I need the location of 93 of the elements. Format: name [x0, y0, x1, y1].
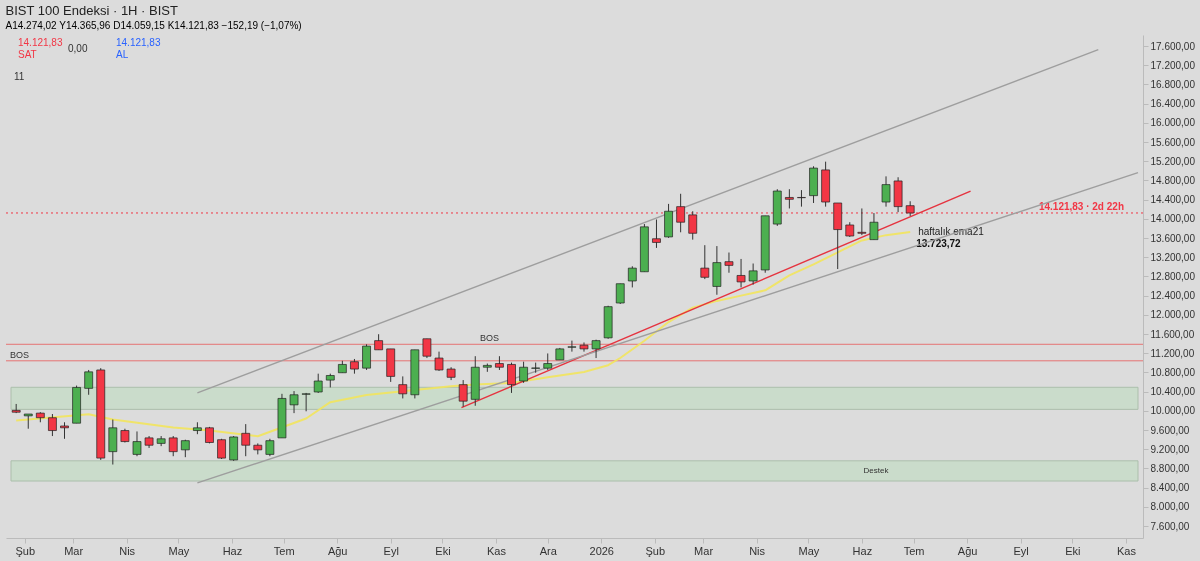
y-tick-label: 10.400,00 [1150, 386, 1196, 398]
x-tick-label: Ara [539, 544, 558, 557]
y-tick-label: 15.200,00 [1150, 155, 1196, 167]
y-tick-label: 16.000,00 [1150, 117, 1196, 129]
candlestick [736, 258, 746, 288]
x-tick-label: Nis [749, 544, 766, 557]
candlestick [579, 341, 589, 353]
chart-title: BIST 100 Endeksi · 1H · BIST [5, 3, 178, 18]
y-tick-label: 9.200,00 [1150, 443, 1190, 455]
candlestick [313, 373, 323, 394]
candlestick [700, 244, 710, 280]
candlestick [748, 263, 758, 286]
y-tick-label: 9.600,00 [1150, 424, 1190, 436]
annotation: 0,00 [68, 43, 88, 54]
x-tick-label: Ağu [957, 544, 978, 557]
candlestick [48, 413, 57, 437]
y-tick-label: 15.600,00 [1150, 136, 1196, 148]
x-tick-label: Haz [852, 544, 873, 557]
y-tick-label: 16.400,00 [1150, 98, 1196, 110]
candlestick [615, 283, 625, 305]
y-tick-label: 8.000,00 [1150, 501, 1190, 513]
band-label: Destek [863, 465, 890, 475]
candlestick [229, 435, 238, 462]
x-tick-label: Kas [486, 544, 507, 557]
candlestick [84, 369, 94, 396]
y-tick-label: 17.200,00 [1150, 59, 1196, 71]
y-tick-label: 14.000,00 [1150, 213, 1196, 225]
x-tick-label: Ağu [327, 544, 348, 557]
candlestick [458, 379, 468, 408]
x-tick-label: Mar [694, 544, 714, 557]
candlestick [132, 430, 142, 457]
candlestick [507, 362, 516, 394]
candlestick [362, 343, 371, 371]
ref-line-label: BOS [10, 349, 30, 360]
candlestick [652, 219, 661, 249]
y-tick-label: 12.800,00 [1150, 270, 1196, 282]
y-tick-label: 8.400,00 [1150, 482, 1190, 494]
candlestick [712, 245, 722, 296]
annotation: AL [116, 49, 129, 60]
candlestick [724, 252, 734, 274]
x-tick-label: Tem [903, 544, 925, 557]
y-tick-label: 12.400,00 [1150, 290, 1196, 302]
candlestick [241, 423, 251, 457]
y-tick-label: 13.200,00 [1150, 251, 1196, 263]
candlestick [519, 361, 528, 384]
y-tick-label: 17.600,00 [1150, 40, 1196, 52]
x-tick-label: Eyl [383, 544, 399, 557]
y-tick-label: 14.400,00 [1150, 194, 1196, 206]
y-tick-label: 11.600,00 [1150, 328, 1195, 340]
candlestick [398, 375, 408, 399]
candlestick [434, 351, 444, 372]
y-tick-label: 16.800,00 [1150, 78, 1196, 90]
x-tick-label: May [168, 544, 190, 557]
y-tick-label: 8.800,00 [1150, 462, 1190, 474]
candlestick [857, 207, 867, 236]
y-tick-label: 10.800,00 [1150, 366, 1196, 378]
y-tick-label: 14.800,00 [1150, 174, 1196, 186]
candlestick [289, 390, 299, 414]
data-label: 13.723,72 [916, 238, 962, 250]
chart-subtitle: A14.274,02 Y14.365,96 D14.059,15 K14.121,83 −152,19 (−1,07%) [5, 20, 302, 31]
y-tick-label: 10.000,00 [1150, 405, 1196, 417]
series-label: haftalık ema21 [918, 226, 985, 238]
x-tick-label: Mar [64, 544, 84, 557]
candlestick [567, 340, 577, 353]
y-tick-label: 11.200,00 [1150, 347, 1195, 359]
candlestick [797, 189, 806, 208]
candlestick [627, 265, 637, 288]
x-tick-label: Eki [435, 544, 451, 557]
x-tick-label: Şub [645, 544, 666, 557]
candlestick [785, 188, 794, 209]
ref-line-label: 14.121,83 · 2d 22h [1038, 200, 1124, 212]
y-tick-label: 13.600,00 [1150, 232, 1196, 244]
x-tick-label: Eki [1065, 544, 1081, 557]
annotation: SAT [18, 49, 37, 60]
x-tick-label: May [798, 544, 820, 557]
y-tick-label: 7.600,00 [1150, 520, 1190, 532]
annotation: 14.121,83 [18, 37, 63, 48]
x-tick-label: Nis [119, 544, 136, 557]
ref-line-label: BOS [480, 333, 500, 344]
y-tick-label: 12.000,00 [1150, 309, 1196, 321]
candlestick [108, 419, 118, 466]
annotation: 14.121,83 [116, 37, 161, 48]
candlestick [869, 212, 879, 241]
candlestick [422, 338, 432, 359]
candlestick [168, 435, 178, 457]
annotation: 11 [14, 71, 25, 82]
x-tick-label: Eyl [1013, 544, 1029, 557]
x-tick-label: 2026 [589, 544, 614, 557]
x-tick-label: Tem [273, 544, 295, 557]
x-tick-label: Haz [222, 544, 243, 557]
x-tick-label: Kas [1116, 544, 1137, 557]
candlestick [881, 175, 891, 208]
x-tick-label: Şub [15, 544, 36, 557]
